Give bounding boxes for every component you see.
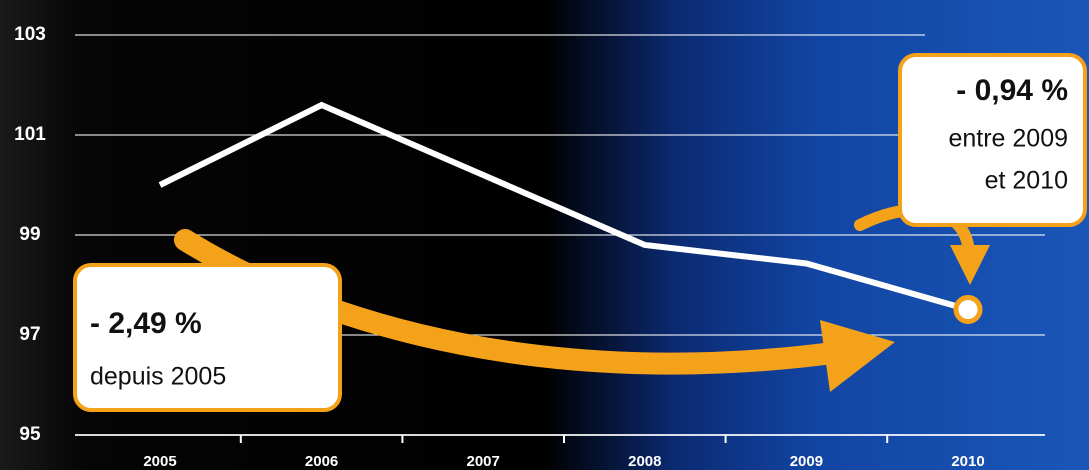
arrow-head <box>820 320 895 392</box>
annotation-box <box>73 263 342 412</box>
grid: 95 97 99 101 103 2005 2006 2007 2008 2009 2010 <box>14 24 1045 470</box>
y-tick-label: 101 <box>14 124 46 145</box>
y-tick-label: 97 <box>19 324 40 345</box>
arrow-head <box>950 245 990 285</box>
annotation-box <box>898 53 1087 227</box>
x-tick-label: 2006 <box>305 453 338 470</box>
line <box>158 101 969 313</box>
plot <box>158 101 983 324</box>
annotation-title: - 2,49 % <box>90 307 202 340</box>
y-tick-label: 95 <box>19 424 41 445</box>
annotation-text: entre 2009 <box>948 125 1068 153</box>
x-tick-label: 2005 <box>143 453 176 470</box>
y-tick-label: 103 <box>14 24 46 45</box>
end-point <box>953 295 983 324</box>
y-tick-label: 99 <box>19 224 40 245</box>
x-tick-label: 2008 <box>628 453 661 470</box>
annotation-text: depuis 2005 <box>90 363 226 391</box>
annotation-text: et 2010 <box>985 167 1068 195</box>
annotation-title: - 0,94 % <box>956 74 1068 107</box>
x-tick-label: 2009 <box>790 453 823 470</box>
x-tick-label: 2010 <box>951 453 984 470</box>
x-tick-label: 2007 <box>467 453 500 470</box>
